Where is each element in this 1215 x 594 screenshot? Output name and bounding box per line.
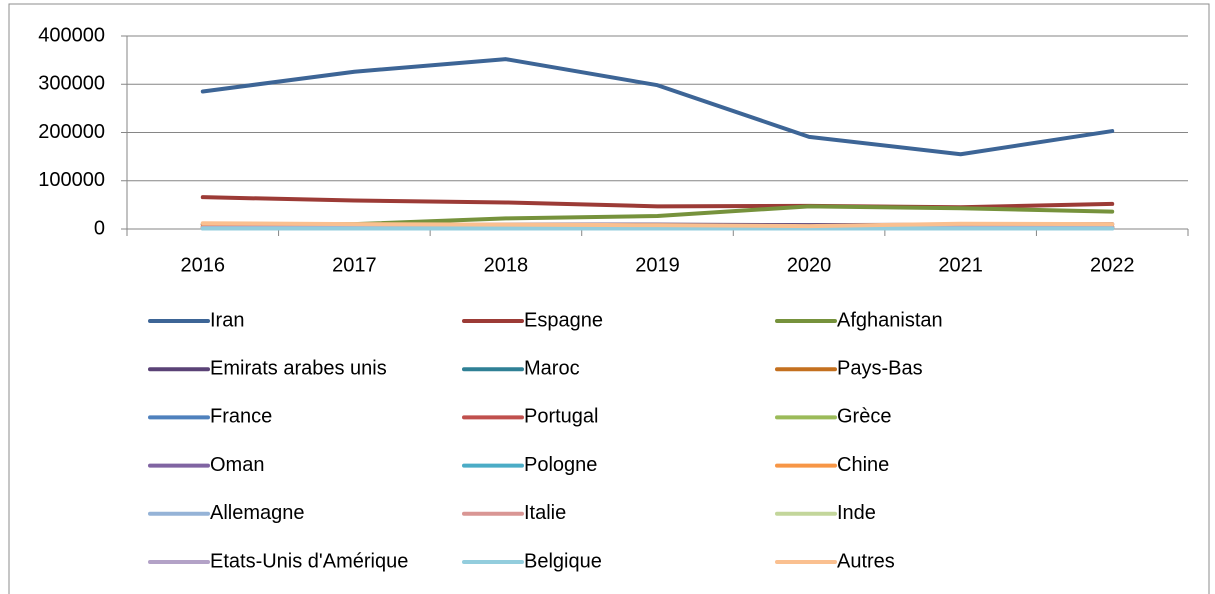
legend-label: Autres: [837, 550, 895, 572]
series-line: [200, 57, 1115, 157]
legend-label: Grèce: [837, 406, 891, 428]
x-tick-label: 2020: [787, 254, 832, 276]
x-tick-label: 2019: [635, 254, 680, 276]
series-line: [200, 204, 1115, 227]
legend-label: Pays-Bas: [837, 357, 923, 379]
legend-label: Allemagne: [210, 502, 305, 524]
y-tick-label: 300000: [38, 73, 105, 95]
legend-label: Etats-Unis d'Amérique: [210, 550, 408, 572]
y-tick-label: 100000: [38, 169, 105, 191]
x-tick-label: 2017: [332, 254, 377, 276]
legend-label: Afghanistan: [837, 309, 943, 331]
legend-label: Chine: [837, 454, 889, 476]
x-tick-label: 2018: [484, 254, 529, 276]
legend-label: Oman: [210, 454, 264, 476]
legend-label: Pologne: [524, 454, 597, 476]
y-tick-label: 0: [94, 217, 105, 239]
legend-label: Belgique: [524, 550, 602, 572]
legend-label: Espagne: [524, 309, 603, 331]
x-tick-label: 2022: [1090, 254, 1135, 276]
y-tick-label: 200000: [38, 121, 105, 143]
legend-label: Italie: [524, 502, 566, 524]
x-tick-label: 2016: [181, 254, 226, 276]
legend-label: France: [210, 406, 272, 428]
legend-label: Inde: [837, 502, 876, 524]
legend-label: Portugal: [524, 406, 599, 428]
legend-label: Maroc: [524, 357, 580, 379]
x-tick-label: 2021: [938, 254, 983, 276]
y-tick-label: 400000: [38, 24, 105, 46]
series-line: [200, 221, 1115, 229]
legend-label: Iran: [210, 309, 244, 331]
chart-border: [8, 3, 1210, 594]
series-line: [200, 195, 1115, 210]
legend-label: Emirats arabes unis: [210, 357, 387, 379]
